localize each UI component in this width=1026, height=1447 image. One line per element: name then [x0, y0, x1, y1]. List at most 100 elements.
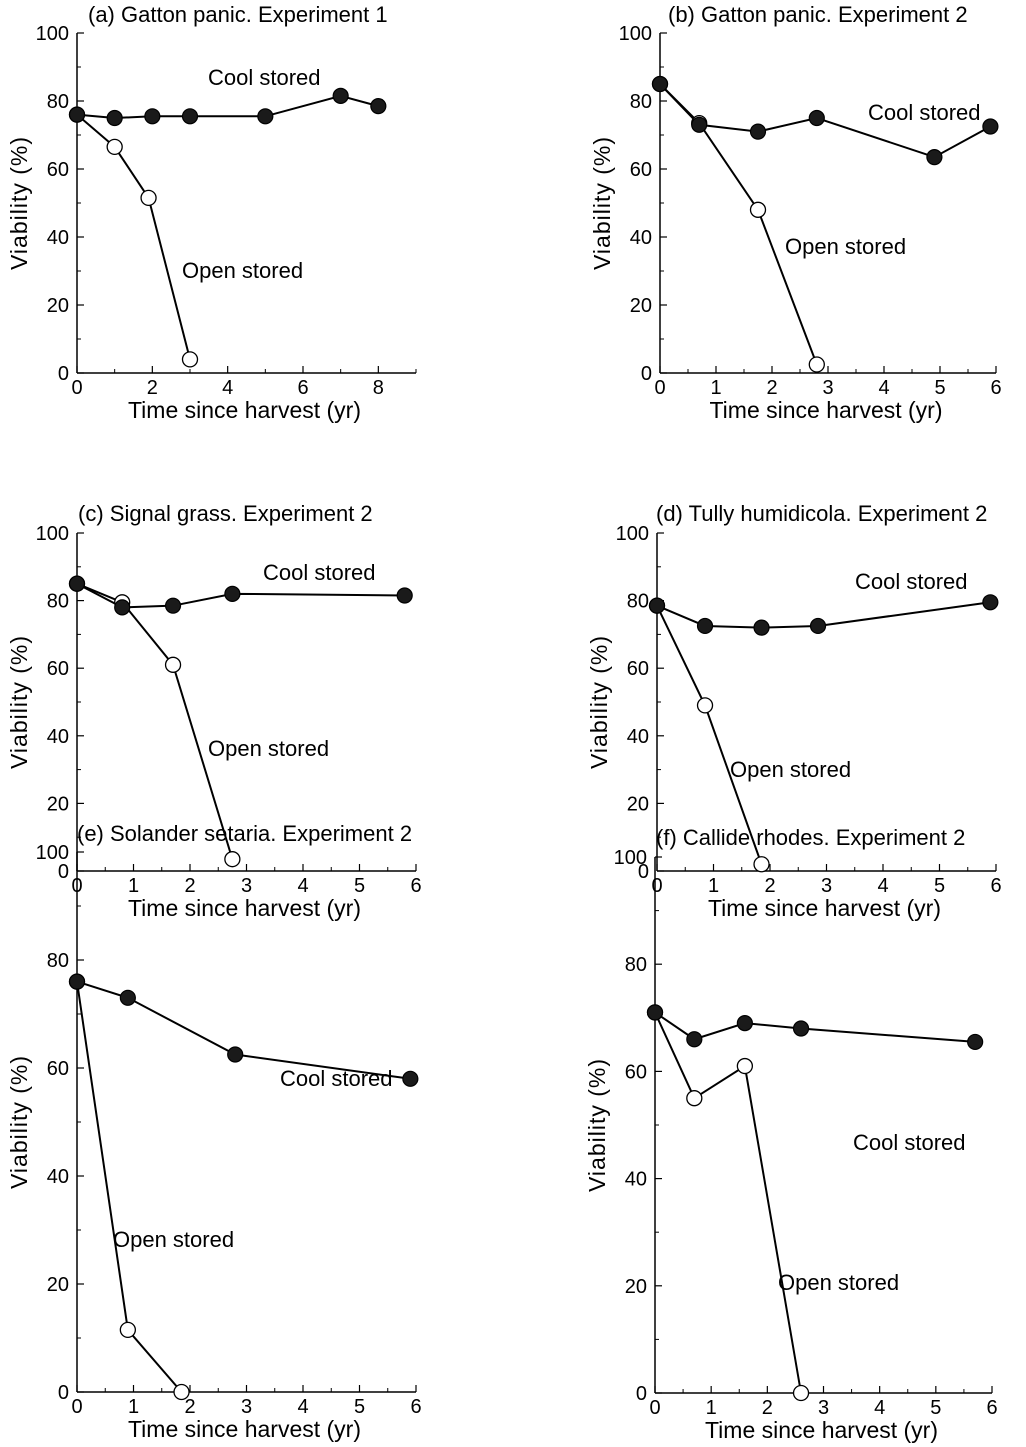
- x-tick-label: 6: [297, 377, 308, 399]
- x-axis-label: Time since harvest (yr): [709, 397, 942, 423]
- open-stored-label: Open stored: [182, 258, 303, 283]
- x-tick-label: 6: [410, 1396, 421, 1418]
- y-tick-label: 100: [614, 847, 647, 869]
- cool-stored-point: [753, 619, 770, 636]
- open-stored-label: Open stored: [113, 1227, 234, 1252]
- y-tick-label: 20: [47, 295, 69, 317]
- cool-stored-point: [651, 75, 669, 93]
- chart-panel-a: (a) Gatton panic. Experiment 10204060801…: [6, 2, 417, 423]
- cool-stored-point: [257, 108, 274, 125]
- y-tick-label: 0: [58, 363, 69, 385]
- panel-title: (e) Solander setaria. Experiment 2: [77, 821, 412, 846]
- cool-stored-line: [659, 83, 991, 159]
- x-tick-label: 2: [184, 1396, 195, 1418]
- cool-stored-point: [926, 149, 943, 166]
- x-tick-label: 6: [986, 1397, 997, 1419]
- y-tick-label: 60: [47, 1058, 69, 1080]
- cool-stored-point: [982, 118, 999, 135]
- y-tick-label: 40: [47, 1166, 69, 1188]
- cool-stored-point: [68, 575, 86, 592]
- cool-stored-point: [370, 97, 387, 115]
- x-tick-label: 1: [128, 875, 139, 897]
- y-tick-label: 60: [47, 159, 69, 181]
- y-tick-label: 40: [630, 227, 652, 249]
- x-tick-label: 3: [821, 875, 832, 897]
- cool-stored-point: [691, 116, 708, 133]
- open-stored-point: [119, 1321, 136, 1339]
- open-stored-point: [164, 656, 182, 673]
- y-tick-label: 80: [625, 954, 647, 976]
- chart-panel-e: (e) Solander setaria. Experiment 2020406…: [6, 821, 422, 1442]
- y-tick-label: 80: [627, 591, 649, 613]
- x-tick-label: 5: [930, 1397, 941, 1419]
- cool-stored-label: Cool stored: [280, 1066, 393, 1091]
- x-tick-label: 0: [651, 875, 662, 897]
- y-axis-label: Viability (%): [6, 635, 32, 769]
- cool-stored-point: [224, 585, 241, 602]
- cool-stored-point: [749, 123, 767, 140]
- open-stored-point: [140, 189, 157, 207]
- x-axis-label: Time since harvest (yr): [705, 1417, 938, 1443]
- x-tick-label: 4: [297, 875, 308, 897]
- y-tick-label: 40: [627, 726, 649, 748]
- cool-stored-line: [76, 980, 411, 1080]
- x-tick-label: 6: [990, 875, 1001, 897]
- y-tick-label: 40: [47, 227, 69, 249]
- x-tick-label: 5: [354, 875, 365, 897]
- panel-title: (b) Gatton panic. Experiment 2: [668, 2, 968, 27]
- cool-stored-label: Cool stored: [868, 100, 981, 125]
- y-tick-label: 100: [36, 523, 69, 545]
- panel-title: (d) Tully humidicola. Experiment 2: [656, 501, 987, 526]
- cool-stored-label: Cool stored: [853, 1130, 966, 1155]
- x-tick-label: 2: [764, 875, 775, 897]
- cool-stored-point: [396, 587, 413, 604]
- y-tick-label: 20: [47, 793, 69, 815]
- y-tick-label: 100: [36, 23, 69, 45]
- y-tick-label: 100: [36, 842, 69, 864]
- cool-stored-label: Cool stored: [263, 560, 376, 585]
- x-tick-label: 3: [822, 377, 833, 399]
- y-axis-label: Viability (%): [6, 1055, 32, 1189]
- cool-stored-point: [646, 1004, 664, 1021]
- cool-stored-line: [76, 94, 379, 120]
- x-axis-label: Time since harvest (yr): [708, 895, 941, 921]
- chart-panel-b: (b) Gatton panic. Experiment 20204060801…: [589, 2, 1002, 423]
- x-tick-label: 0: [71, 1396, 82, 1418]
- cool-stored-point: [68, 973, 86, 990]
- open-stored-line: [654, 1012, 803, 1394]
- y-tick-label: 20: [47, 1274, 69, 1296]
- x-tick-label: 2: [147, 377, 158, 399]
- y-tick-label: 0: [58, 861, 69, 883]
- x-tick-label: 2: [184, 875, 195, 897]
- x-tick-label: 1: [706, 1397, 717, 1419]
- y-tick-label: 100: [616, 523, 649, 545]
- x-tick-label: 3: [818, 1397, 829, 1419]
- x-tick-label: 1: [128, 1396, 139, 1418]
- x-tick-label: 4: [222, 377, 233, 399]
- chart-panel-c: (c) Signal grass. Experiment 2 0 20 40 60 80 1…: [6, 501, 422, 921]
- x-tick-label: 0: [654, 377, 665, 399]
- x-axis-label: Time since harvest (yr): [128, 1416, 361, 1442]
- chart-panel-f: (f) Callide rhodes. Experiment 202040608…: [584, 825, 998, 1443]
- cool-stored-point: [114, 599, 131, 616]
- cool-stored-line: [654, 1011, 976, 1043]
- y-tick-label: 20: [627, 793, 649, 815]
- y-tick-label: 80: [630, 91, 652, 113]
- x-tick-label: 6: [990, 377, 1001, 399]
- open-stored-label: Open stored: [208, 736, 329, 761]
- open-stored-point: [106, 138, 123, 156]
- cool-stored-point: [68, 106, 86, 123]
- cool-stored-point: [227, 1046, 244, 1063]
- panel-title: (a) Gatton panic. Experiment 1: [88, 2, 388, 27]
- x-tick-label: 4: [877, 875, 888, 897]
- y-axis-label: Viability (%): [586, 635, 612, 769]
- x-axis-label: Time since harvest (yr): [128, 397, 361, 423]
- cool-stored-point: [696, 617, 714, 635]
- y-tick-label: 60: [627, 658, 649, 680]
- x-tick-label: 1: [710, 377, 721, 399]
- open-stored-label: Open stored: [730, 757, 851, 782]
- cool-stored-point: [119, 989, 136, 1006]
- open-stored-point: [808, 356, 825, 373]
- y-tick-label: 100: [619, 23, 652, 45]
